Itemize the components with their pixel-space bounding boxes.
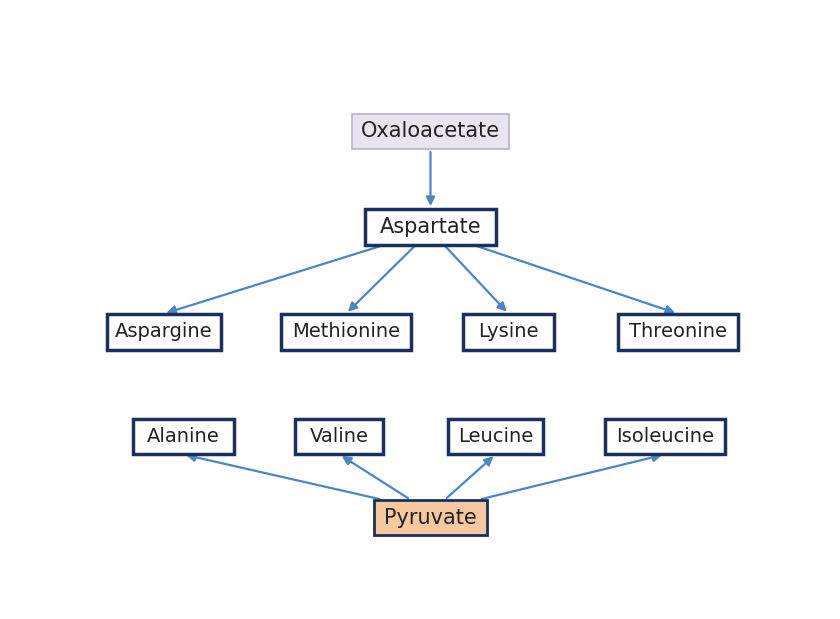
FancyBboxPatch shape	[365, 209, 496, 245]
FancyBboxPatch shape	[133, 418, 234, 454]
FancyBboxPatch shape	[374, 500, 487, 535]
Text: Threonine: Threonine	[629, 322, 727, 341]
Text: Valine: Valine	[310, 427, 369, 446]
FancyBboxPatch shape	[107, 314, 221, 350]
FancyBboxPatch shape	[463, 314, 554, 350]
FancyBboxPatch shape	[281, 314, 411, 350]
Text: Methionine: Methionine	[291, 322, 400, 341]
Text: Pyruvate: Pyruvate	[384, 508, 477, 527]
Text: Isoleucine: Isoleucine	[616, 427, 714, 446]
Text: Aspartate: Aspartate	[380, 217, 481, 237]
Text: Lysine: Lysine	[478, 322, 539, 341]
Text: Oxaloacetate: Oxaloacetate	[361, 121, 500, 142]
FancyBboxPatch shape	[353, 114, 509, 149]
FancyBboxPatch shape	[449, 418, 543, 454]
Text: Alanine: Alanine	[147, 427, 219, 446]
Text: Leucine: Leucine	[458, 427, 533, 446]
FancyBboxPatch shape	[605, 418, 725, 454]
Text: Aspargine: Aspargine	[115, 322, 213, 341]
FancyBboxPatch shape	[296, 418, 383, 454]
FancyBboxPatch shape	[617, 314, 738, 350]
